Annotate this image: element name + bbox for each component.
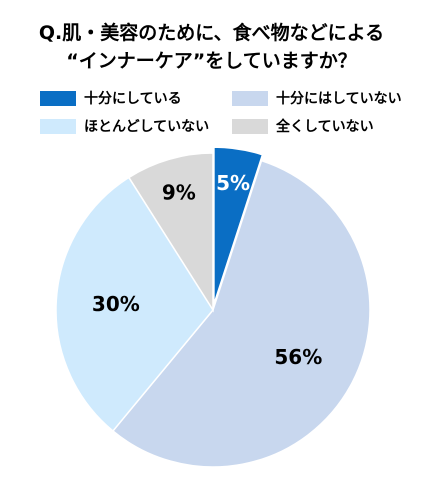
pie-label-1: 56% bbox=[274, 345, 322, 369]
pie-label-0: 5% bbox=[216, 171, 250, 195]
legend-swatch-3 bbox=[232, 118, 268, 134]
legend-item-0: 十分にしている bbox=[40, 86, 182, 110]
legend-swatch-1 bbox=[232, 90, 268, 106]
pie-slice-1 bbox=[111, 159, 371, 468]
pie-chart: 5% 56% 30% 9% bbox=[55, 146, 371, 468]
legend-label-2: ほとんどしていない bbox=[84, 119, 210, 135]
chart-title-line-1: Q.肌・美容のために、食べ物などによる bbox=[38, 22, 385, 44]
legend-label-0: 十分にしている bbox=[84, 91, 182, 107]
legend-item-3: 全くしていない bbox=[232, 114, 374, 138]
legend-item-2: ほとんどしていない bbox=[40, 114, 209, 138]
pie-label-2: 30% bbox=[92, 292, 140, 316]
pie-slice-0 bbox=[213, 146, 264, 305]
chart-title-line-2: “インナーケア”をしていますか？ bbox=[66, 50, 357, 72]
legend-label-1: 十分にはしていない bbox=[276, 91, 402, 107]
pie-slice-2 bbox=[55, 176, 214, 433]
pie-slice-3 bbox=[127, 152, 214, 313]
pie-label-3: 9% bbox=[162, 180, 196, 204]
legend-swatch-0 bbox=[40, 90, 76, 106]
legend-label-3: 全くしていない bbox=[276, 119, 374, 135]
legend-item-1: 十分にはしていない bbox=[232, 86, 402, 110]
legend-swatch-2 bbox=[40, 118, 76, 134]
legend: 十分にしている 十分にはしていない ほとんどしていない 全くしていない bbox=[20, 84, 420, 144]
